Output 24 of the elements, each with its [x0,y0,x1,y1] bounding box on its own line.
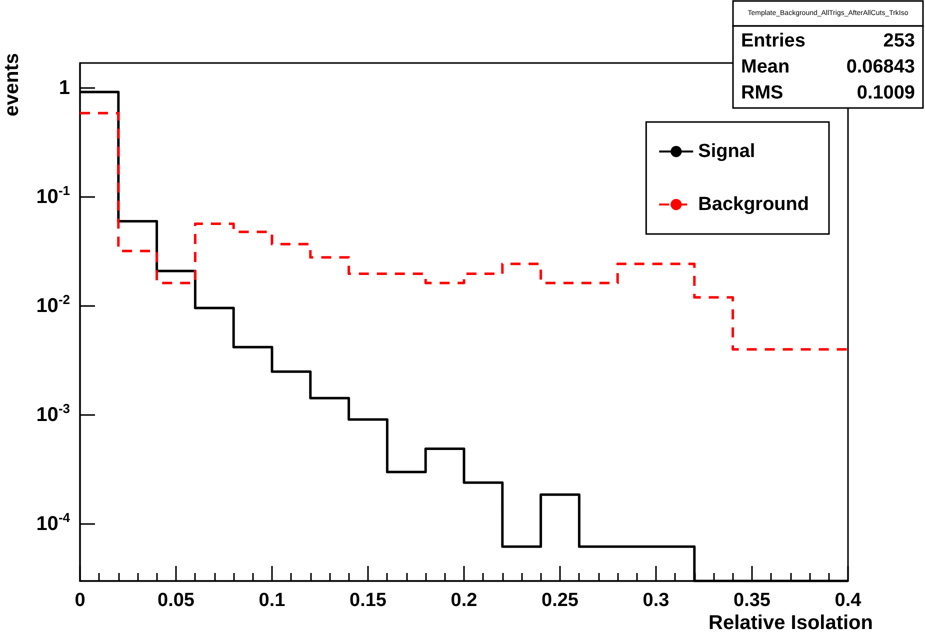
x-tick-label: 0.3 [642,590,670,611]
y-tick-label: 10$^{-4}$ [36,510,70,538]
x-tick-label: 0.25 [542,590,579,611]
text: Entries [741,30,806,52]
legend-label: Background [698,194,810,215]
x-axis-title: Relative Isolation [708,612,873,634]
y-axis-title: events [1,53,23,116]
y-tick-label: 10$^{-2}$ [36,292,70,320]
y-tick-label: 10$^{-3}$ [36,401,70,428]
x-tick-label: 0.15 [350,590,387,611]
x-tick-label: 0 [74,590,86,611]
x-tick-label: 0.35 [734,590,771,611]
x-tick-label: 0.1 [258,590,286,611]
x-tick-label: 0.05 [158,590,195,611]
y-tick-label: 10$^{-1}$ [36,183,70,210]
annotation: 0.06843 [846,56,915,78]
text: 253 [883,30,915,52]
legend-label: Signal [698,141,756,162]
y-tick-label: 1 [58,76,70,102]
text: 0.1009 [856,82,915,104]
x-tick-label: 0.2 [450,590,478,611]
x-tick-label: 0.4 [834,590,862,611]
annotation: Mean [741,56,790,78]
annotation: RMS [741,82,784,104]
